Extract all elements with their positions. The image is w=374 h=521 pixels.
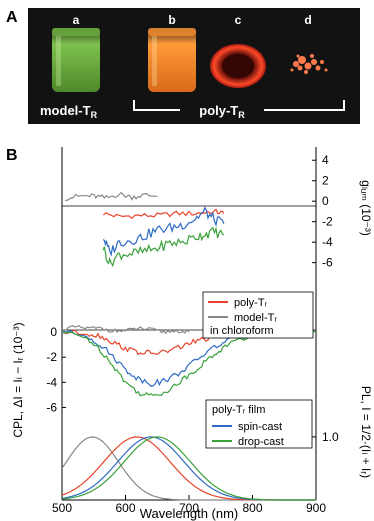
pl-curve-drop-cast bbox=[61, 436, 316, 501]
x-tick-label: 900 bbox=[306, 501, 326, 515]
y-axis-label-cpl: CPL, ΔI = Iₗ − Iᵣ (10⁻³) bbox=[11, 322, 25, 437]
panel-a-label: A bbox=[6, 9, 18, 26]
glum-tick-label: -2 bbox=[322, 215, 333, 229]
cpl-tick-label: -6 bbox=[46, 400, 57, 414]
glum-axis: 4 2 0 -2 -4 -6 bbox=[312, 153, 333, 270]
cpl-line-model-TR bbox=[61, 324, 190, 335]
film-c-letter: c bbox=[235, 13, 242, 27]
vial-a-letter: a bbox=[73, 13, 80, 27]
caption-poly-bracket bbox=[133, 100, 345, 111]
cpl-line-drop-cast bbox=[61, 329, 317, 397]
vial-b bbox=[148, 28, 196, 92]
glum-tick-label: 4 bbox=[322, 153, 329, 167]
y-axis-label-glum: gₗᵤₘ (10⁻³) bbox=[359, 180, 373, 236]
glum-tick-label: -4 bbox=[322, 235, 333, 249]
x-tick-label: 600 bbox=[115, 501, 135, 515]
caption-poly: poly-TR bbox=[199, 103, 245, 120]
y-axis-label-pl: PL, I = 1/2·(Iₗ + Iᵣ) bbox=[359, 386, 373, 478]
glum-tick-label: 2 bbox=[322, 174, 329, 188]
glum-line-2 bbox=[102, 206, 225, 257]
cpl-tick-label: -2 bbox=[46, 350, 57, 364]
vial-b-letter: b bbox=[168, 13, 175, 27]
legend-solution-item-0: poly-Tᵣ bbox=[234, 297, 268, 309]
powder-d-letter: d bbox=[304, 13, 311, 27]
caption-model: model-TR bbox=[40, 103, 98, 120]
glum-series bbox=[65, 191, 225, 268]
glum-line-1 bbox=[65, 191, 158, 202]
pl-axis: 1.0 bbox=[312, 430, 339, 444]
cpl-tick-label: -4 bbox=[46, 375, 57, 389]
cpl-tick-label: 0 bbox=[50, 325, 57, 339]
vial-a bbox=[52, 28, 100, 92]
legend-solution: poly-Tᵣ model-Tᵣ in chloroform bbox=[202, 291, 314, 339]
glum-line-0 bbox=[102, 208, 225, 220]
pl-series bbox=[61, 436, 316, 501]
pl-tick-label: 1.0 bbox=[322, 430, 339, 444]
legend-film-title: poly-Tᵣ film bbox=[212, 404, 265, 416]
x-axis: 500 600 700 800 900 bbox=[52, 495, 326, 515]
panel-b-label: B bbox=[6, 147, 18, 164]
x-tick-label: 500 bbox=[52, 501, 72, 515]
legend-solution-item-1: model-Tᵣ bbox=[234, 312, 277, 324]
x-tick-label: 700 bbox=[179, 501, 199, 515]
cpl-axis: 0 -2 -4 -6 bbox=[46, 325, 66, 414]
powder-d bbox=[290, 54, 328, 74]
x-axis-label: Wavelength (nm) bbox=[140, 506, 239, 521]
glum-tick-label: -6 bbox=[322, 256, 333, 270]
glum-line-3 bbox=[102, 226, 225, 268]
glum-tick-label: 0 bbox=[322, 194, 329, 208]
legend-film-item-0: spin-cast bbox=[238, 421, 282, 433]
legend-film: poly-Tᵣ film spin-cast drop-cast bbox=[205, 399, 313, 449]
x-tick-label: 800 bbox=[242, 501, 262, 515]
legend-solution-note: in chloroform bbox=[210, 325, 274, 337]
legend-film-item-1: drop-cast bbox=[238, 436, 284, 448]
